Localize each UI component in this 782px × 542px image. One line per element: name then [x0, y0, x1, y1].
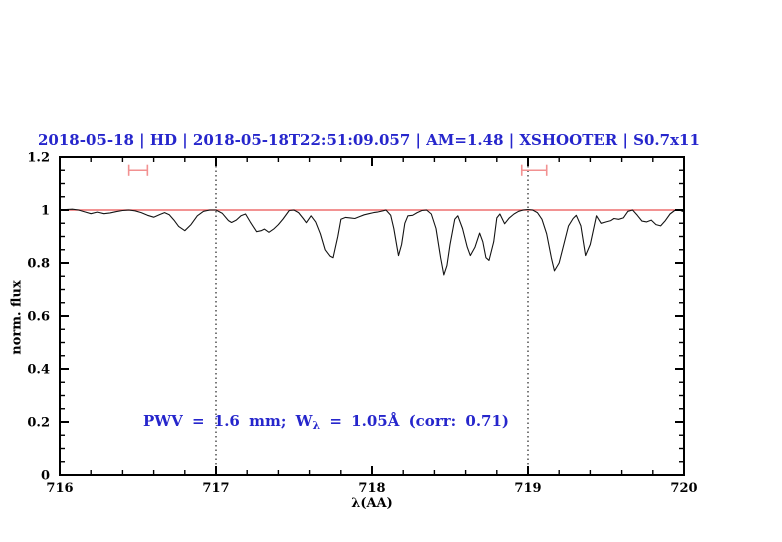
pwv-annotation-suffix: = 1.05Å (corr: 0.71) — [320, 412, 510, 430]
x-tick-label: 717 — [202, 481, 229, 496]
plot-title: 2018-05-18 | HD | 2018-05-18T22:51:09.05… — [38, 131, 700, 149]
y-tick-label: 0.2 — [27, 416, 50, 431]
pwv-annotation-subscript: λ — [312, 419, 321, 432]
pwv-annotation: PWV = 1.6 mm; Wλ = 1.05Å (corr: 0.71) — [143, 412, 509, 432]
x-axis-label: λ(AA) — [351, 496, 393, 511]
y-axis-label: norm. flux — [9, 280, 25, 355]
pwv-annotation-prefix: PWV = 1.6 mm; W — [143, 412, 313, 430]
y-tick-label: 0.8 — [27, 257, 50, 272]
spectrum-line — [59, 208, 685, 276]
x-tick-label: 718 — [358, 481, 385, 496]
x-tick-label: 719 — [514, 481, 541, 496]
y-tick-label: 0 — [41, 469, 50, 484]
x-tick-label: 716 — [46, 481, 73, 496]
y-tick-label: 0.6 — [27, 310, 50, 325]
y-tick-label: 1 — [41, 204, 50, 219]
y-tick-label: 1.2 — [27, 151, 50, 166]
y-tick-label: 0.4 — [27, 363, 50, 378]
x-tick-label: 720 — [670, 481, 697, 496]
